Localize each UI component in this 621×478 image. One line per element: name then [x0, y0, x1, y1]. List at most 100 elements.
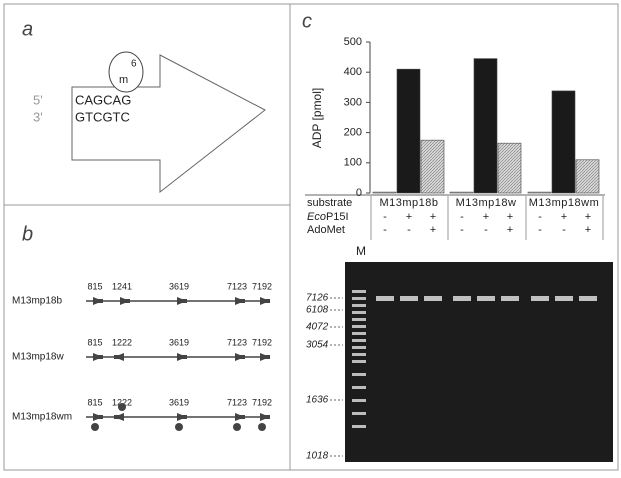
marker-label: 6108: [306, 305, 329, 316]
panel-label: b: [22, 223, 33, 245]
ladder-band: [352, 373, 366, 376]
table-mark: +: [483, 211, 489, 223]
row-label: AdoMet: [307, 224, 345, 236]
gel-band: [579, 296, 597, 301]
ladder-band: [352, 360, 366, 363]
table-mark: -: [484, 224, 488, 236]
gel-band: [453, 296, 471, 301]
site-label: 3619: [169, 281, 189, 291]
site-arrow-tail: [114, 415, 120, 419]
site-label: 7192: [252, 397, 272, 407]
site-arrow-tail: [97, 415, 103, 419]
category-label: M13mp18wm: [529, 197, 600, 209]
site-arrow-tail: [97, 299, 103, 303]
site-arrow-tail: [264, 355, 270, 359]
methyl-dot: [233, 423, 241, 431]
site-label: 1222: [112, 397, 132, 407]
marker-label: 3054: [306, 340, 329, 351]
table-mark: -: [407, 224, 411, 236]
site-arrow-tail: [239, 299, 245, 303]
marker-label: 1018: [306, 451, 329, 462]
table-mark: +: [585, 211, 591, 223]
y-tick-label: 500: [344, 36, 362, 48]
gel-band: [376, 296, 394, 301]
y-tick-label: 0: [356, 187, 362, 199]
table-mark: +: [561, 211, 567, 223]
ladder-band: [352, 297, 366, 300]
site-label: 7123: [227, 397, 247, 407]
site-arrow-tail: [181, 415, 187, 419]
y-tick-label: 400: [344, 66, 362, 78]
gel-band: [424, 296, 442, 301]
ladder-band: [352, 353, 366, 356]
site-arrow-tail: [181, 299, 187, 303]
site-arrow-tail: [264, 415, 270, 419]
site-arrow-tail: [181, 355, 187, 359]
gel-band: [501, 296, 519, 301]
y-tick-label: 300: [344, 96, 362, 108]
sequence: GTCGTC: [75, 109, 130, 124]
ladder-band: [352, 311, 366, 314]
y-axis-label: ADP [pmol]: [310, 88, 324, 148]
bar: [551, 90, 576, 194]
table-mark: -: [460, 224, 464, 236]
site-label: 7192: [252, 337, 272, 347]
bar: [420, 139, 445, 194]
ladder-band: [352, 332, 366, 335]
construct-name: M13mp18wm: [12, 412, 72, 423]
bar: [473, 58, 498, 194]
marker-label: 4072: [306, 322, 329, 333]
row-label: substrate: [307, 197, 352, 209]
ladder-band: [352, 339, 366, 342]
gel-band: [400, 296, 418, 301]
ladder-band: [352, 290, 366, 293]
site-label: 3619: [169, 337, 189, 347]
site-arrow-tail: [264, 299, 270, 303]
site-label: 1222: [112, 337, 132, 347]
site-arrow-tail: [97, 355, 103, 359]
y-tick-label: 100: [344, 157, 362, 169]
category-label: M13mp18b: [379, 197, 438, 209]
gel: [345, 262, 613, 462]
table-mark: +: [585, 224, 591, 236]
gel-band: [555, 296, 573, 301]
table-mark: -: [460, 211, 464, 223]
ladder-band: [352, 412, 366, 415]
marker-label: 1636: [306, 395, 329, 406]
table-mark: -: [538, 211, 542, 223]
table-mark: -: [383, 224, 387, 236]
methyl-dot: [118, 403, 126, 411]
site-arrow-tail: [124, 299, 130, 303]
methyl-dot: [258, 423, 266, 431]
site-label: 815: [87, 281, 102, 291]
site-label: 7123: [227, 281, 247, 291]
table-mark: +: [430, 224, 436, 236]
site-arrow-tail: [114, 355, 120, 359]
bar: [396, 68, 421, 194]
category-label: M13mp18w: [456, 197, 517, 209]
bar: [575, 159, 600, 194]
ladder-band: [352, 304, 366, 307]
construct-name: M13mp18w: [12, 352, 64, 363]
sequence: CAGCAG: [75, 92, 131, 107]
gel-band: [477, 296, 495, 301]
methyl-sup: 6: [131, 59, 137, 70]
gel-band: [531, 296, 549, 301]
site-label: 3619: [169, 397, 189, 407]
row-label-rest: P15I: [326, 211, 349, 223]
y-tick-label: 200: [344, 127, 362, 139]
table-mark: +: [507, 224, 513, 236]
ladder-band: [352, 318, 366, 321]
ladder-band: [352, 399, 366, 402]
site-arrow-tail: [239, 415, 245, 419]
methyl-circle: [108, 51, 144, 93]
site-label: 7192: [252, 281, 272, 291]
bar: [372, 191, 397, 194]
panel-label: a: [22, 18, 33, 40]
table-mark: +: [430, 211, 436, 223]
bar: [497, 142, 522, 194]
frame: [3, 3, 619, 471]
table-mark: -: [562, 224, 566, 236]
bar: [527, 191, 552, 194]
